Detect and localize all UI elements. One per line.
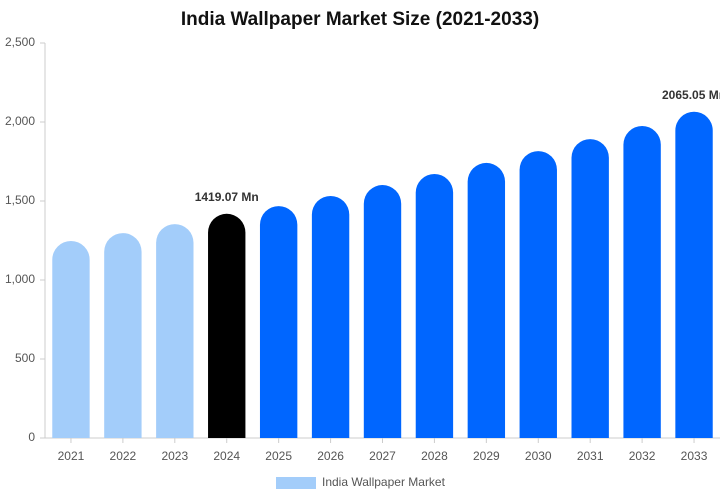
x-tick-label: 2022 xyxy=(110,449,137,463)
x-tick-label: 2027 xyxy=(369,449,396,463)
bar xyxy=(259,206,298,438)
x-tick-label: 2024 xyxy=(213,449,240,463)
bar xyxy=(363,185,402,438)
y-tick-label: 500 xyxy=(15,351,35,365)
bar xyxy=(208,213,246,438)
y-tick-label: 2,000 xyxy=(5,114,35,128)
bar xyxy=(415,173,454,438)
bar xyxy=(311,195,350,438)
bar xyxy=(675,111,713,438)
y-tick-label: 1,500 xyxy=(5,193,35,207)
x-tick-label: 2025 xyxy=(265,449,292,463)
x-tick-label: 2029 xyxy=(473,449,500,463)
value-label: 2065.05 Mn xyxy=(662,88,720,102)
y-tick-label: 2,500 xyxy=(5,35,35,49)
bar xyxy=(104,233,142,438)
y-tick-label: 1,000 xyxy=(5,272,35,286)
bar xyxy=(52,240,90,438)
y-tick-label: 0 xyxy=(28,430,35,444)
x-tick-label: 2028 xyxy=(421,449,448,463)
value-label: 1419.07 Mn xyxy=(195,190,259,204)
bar xyxy=(519,151,557,438)
bar xyxy=(156,224,194,438)
x-tick-label: 2023 xyxy=(161,449,188,463)
legend-label: India Wallpaper Market xyxy=(322,475,446,489)
x-tick-label: 2030 xyxy=(525,449,552,463)
legend-swatch xyxy=(276,477,316,489)
x-tick-label: 2032 xyxy=(629,449,656,463)
bar xyxy=(467,162,506,438)
bar xyxy=(571,139,609,439)
chart-title: India Wallpaper Market Size (2021-2033) xyxy=(181,9,539,30)
x-tick-label: 2033 xyxy=(681,449,708,463)
x-tick-label: 2026 xyxy=(317,449,344,463)
bar xyxy=(623,125,661,438)
x-tick-label: 2021 xyxy=(58,449,85,463)
x-tick-label: 2031 xyxy=(577,449,604,463)
